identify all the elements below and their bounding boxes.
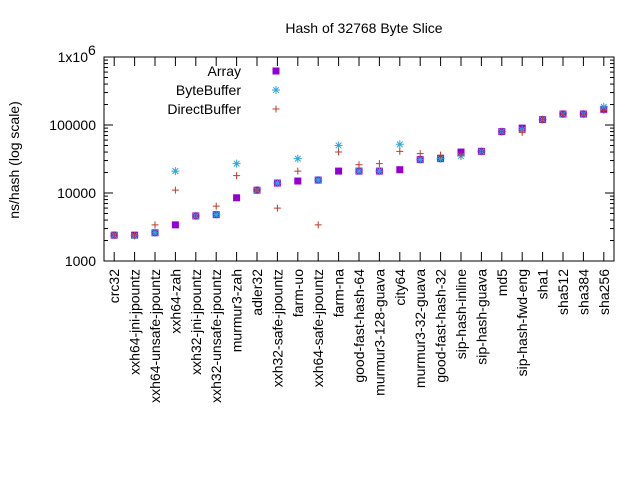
legend-label: Array — [208, 63, 241, 79]
point-bytebuffer-murmur3-128-guava — [375, 167, 384, 176]
point-directbuffer-murmur3-32-guava — [416, 150, 424, 158]
point-directbuffer-crc32 — [110, 231, 118, 239]
legend-label: DirectBuffer — [167, 101, 241, 117]
x-category-label: sha256 — [596, 269, 612, 315]
point-bytebuffer-xxh64-unsafe-jpountz — [151, 228, 159, 237]
point-bytebuffer-xxh32-safe-jpountz — [273, 179, 282, 188]
x-category-label: sip-hash-inline — [453, 269, 469, 359]
y-tick-label: 1x10 — [58, 49, 89, 65]
point-bytebuffer-farm-uo — [293, 154, 302, 163]
y-tick-exponent: 6 — [88, 42, 96, 58]
point-bytebuffer-xxh32-unsafe-jpountz — [212, 210, 221, 219]
chart-title: Hash of 32768 Byte Slice — [285, 20, 442, 36]
legend-label: ByteBuffer — [176, 82, 241, 98]
x-category-label: murmur3-zah — [229, 269, 245, 352]
legend-marker-bytebuffer — [272, 86, 280, 94]
x-category-label: xxh64-safe-jpountz — [310, 269, 326, 387]
data-points — [110, 102, 608, 240]
series-directbuffer-points — [110, 106, 608, 239]
point-array-xxh64-zah — [171, 221, 179, 229]
y-axis-label: ns/hash (log scale) — [6, 101, 22, 219]
x-category-label: good-fast-hash-64 — [351, 269, 367, 383]
x-category-label: xxh32-safe-jpountz — [269, 269, 285, 387]
point-bytebuffer-farm-na — [334, 141, 343, 150]
x-category-label: xxh32-jni-jpountz — [188, 269, 204, 375]
x-axis: crc32 xxh64-jni-jpountz xxh64-unsafe-jpoun… — [106, 57, 612, 403]
x-category-label: city64 — [392, 269, 408, 306]
x-category-label: sha1 — [535, 269, 551, 300]
x-category-label: sip-hash-fwd-eng — [514, 269, 530, 376]
x-category-label: farm-na — [331, 269, 347, 317]
legend-marker-directbuffer — [272, 105, 280, 113]
point-array-murmur3-zah — [233, 194, 241, 202]
point-directbuffer-sip-hash-guava — [477, 147, 485, 155]
point-directbuffer-xxh32-unsafe-jpountz — [212, 202, 220, 210]
x-category-label: xxh32-unsafe-jpountz — [208, 269, 224, 403]
x-category-label: xxh64-zah — [167, 269, 183, 334]
point-bytebuffer-murmur3-32-guava — [416, 155, 425, 164]
series-bytebuffer-points — [110, 102, 608, 240]
point-directbuffer-xxh64-jni-jpountz — [131, 231, 139, 239]
x-category-label: md5 — [494, 269, 510, 296]
point-directbuffer-good-fast-hash-32 — [437, 151, 445, 159]
x-category-label: xxh64-unsafe-jpountz — [147, 269, 163, 403]
point-directbuffer-sip-hash-inline — [457, 151, 465, 159]
x-category-label: adler32 — [249, 269, 265, 316]
x-category-label: farm-uo — [290, 269, 306, 317]
y-tick-label: 100000 — [49, 117, 96, 133]
y-tick-label: 1000 — [65, 253, 96, 269]
point-directbuffer-sha256 — [600, 106, 608, 114]
y-axis: 1000 10000 100000 1x10 6 — [49, 42, 614, 269]
point-directbuffer-xxh32-jni-jpountz — [192, 212, 200, 220]
point-directbuffer-sip-hash-fwd-eng — [518, 128, 526, 136]
point-directbuffer-xxh64-unsafe-jpountz — [151, 221, 159, 229]
point-directbuffer-murmur3-128-guava — [375, 160, 383, 168]
x-category-label: crc32 — [106, 269, 122, 303]
point-directbuffer-farm-uo — [294, 167, 302, 175]
x-category-label: xxh64-jni-jpountz — [127, 269, 143, 375]
point-directbuffer-farm-na — [335, 148, 343, 156]
legend-marker-array — [272, 67, 280, 75]
x-category-label: sip-hash-guava — [473, 269, 489, 365]
point-array-city64 — [396, 166, 404, 174]
point-bytebuffer-xxh64-safe-jpountz — [314, 176, 323, 185]
point-directbuffer-sha384 — [579, 110, 587, 118]
point-directbuffer-xxh64-safe-jpountz — [314, 221, 322, 229]
point-directbuffer-xxh64-zah — [171, 186, 179, 194]
point-directbuffer-sha512 — [559, 110, 567, 118]
x-category-label: sha384 — [575, 269, 591, 315]
point-bytebuffer-murmur3-zah — [232, 159, 241, 168]
x-category-label: sha512 — [555, 269, 571, 315]
point-bytebuffer-xxh64-zah — [171, 167, 180, 176]
point-directbuffer-xxh32-safe-jpountz — [273, 204, 281, 212]
point-directbuffer-city64 — [396, 147, 404, 155]
point-directbuffer-murmur3-zah — [233, 172, 241, 180]
x-category-label: good-fast-hash-32 — [433, 269, 449, 383]
point-directbuffer-sha1 — [539, 116, 547, 124]
x-category-label: murmur3-32-guava — [412, 269, 428, 388]
x-category-label: murmur3-128-guava — [371, 269, 387, 396]
point-array-farm-na — [335, 167, 343, 175]
point-directbuffer-good-fast-hash-64 — [355, 161, 363, 169]
point-bytebuffer-city64 — [395, 140, 404, 149]
point-array-farm-uo — [294, 177, 302, 185]
y-tick-label: 10000 — [57, 185, 96, 201]
point-bytebuffer-good-fast-hash-64 — [355, 167, 363, 176]
legend: Array ByteBuffer DirectBuffer — [167, 63, 280, 117]
point-directbuffer-md5 — [498, 128, 506, 136]
point-directbuffer-adler32 — [253, 186, 261, 194]
